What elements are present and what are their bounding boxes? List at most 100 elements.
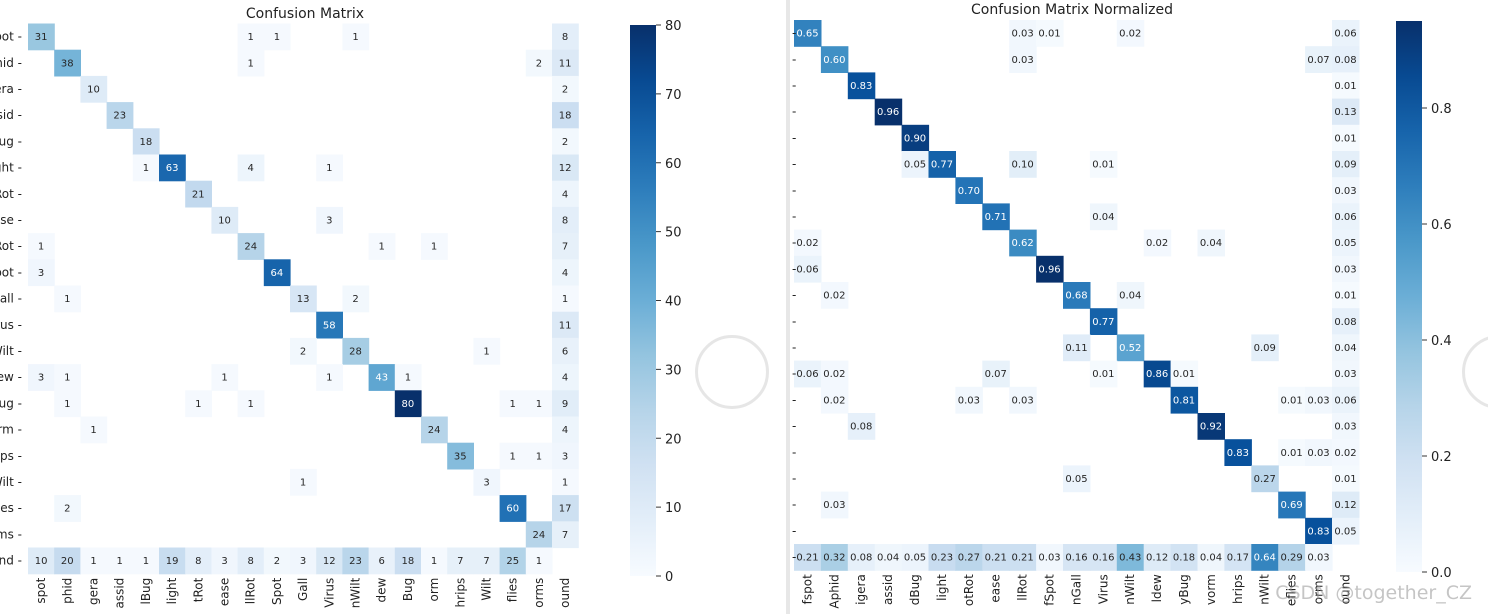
heatmap-cell-rect — [1278, 439, 1306, 466]
heatmap-cell-rect — [552, 154, 579, 182]
heatmap-cell: 0.08 — [1332, 308, 1360, 335]
heatmap-cell: 1 — [237, 390, 265, 418]
heatmap-cell: 0.06 — [1332, 386, 1360, 414]
heatmap-cell-value: 18 — [140, 137, 153, 148]
heatmap-cell: 2 — [263, 547, 291, 575]
heatmap-cell-value: 0.04 — [1092, 212, 1114, 223]
heatmap-cell-rect — [1251, 334, 1279, 362]
heatmap-cell-rect — [552, 364, 579, 391]
heatmap-cell: 0.01 — [1278, 439, 1306, 466]
heatmap-cell: 2 — [525, 49, 553, 77]
heatmap-cell-value: 0.02 — [796, 238, 818, 249]
heatmap-cell-rect — [316, 547, 343, 575]
heatmap-cell-value: 19 — [166, 556, 179, 567]
heatmap-cell-value: 0.03 — [1334, 264, 1356, 275]
heatmap-cell: 0.05 — [1063, 465, 1091, 493]
heatmap-cell-rect — [1332, 282, 1360, 309]
colorbar-tick-label: 80 — [665, 19, 682, 34]
heatmap-cell-value: 0.81 — [1173, 395, 1195, 406]
heatmap-cell-value: 0.01 — [1334, 81, 1356, 92]
heatmap-cell: 0.05 — [1332, 517, 1360, 545]
heatmap-cell-value: 0.10 — [1012, 160, 1034, 171]
heatmap-cell: 25 — [499, 547, 527, 575]
y-tick-label: rms - — [0, 527, 22, 541]
heatmap-cell-rect — [1332, 20, 1360, 47]
heatmap-cell-value: 8 — [195, 556, 201, 567]
heatmap-cell-rect — [1036, 544, 1064, 571]
heatmap-cell-value: 35 — [454, 451, 467, 462]
y-tick-label: pot - — [0, 265, 22, 279]
heatmap-cell-rect — [1332, 439, 1360, 466]
heatmap-cell-rect — [499, 442, 527, 470]
colorbar-tick-label: 0.4 — [1431, 334, 1452, 349]
heatmap-cell-rect — [1063, 334, 1091, 362]
heatmap-cell-value: 0.08 — [1334, 317, 1356, 328]
heatmap-cell-value: 0.03 — [1334, 422, 1356, 433]
heatmap-cell-rect — [525, 521, 553, 549]
heatmap-cell-value: 0.69 — [1281, 500, 1303, 511]
heatmap-cell-rect — [552, 442, 579, 470]
x-tick-label: ease — [218, 578, 232, 606]
y-tick-label: Bug - — [0, 134, 22, 148]
heatmap-cell-rect — [1332, 465, 1360, 493]
heatmap-cell-value: 10 — [218, 216, 231, 227]
heatmap-cell: 0.04 — [1332, 334, 1360, 362]
watermark: CSDN @together_CZ — [1275, 582, 1472, 604]
heatmap-cell-rect — [421, 416, 448, 444]
heatmap-cell: 1 — [525, 390, 553, 418]
heatmap-cell: 1 — [473, 337, 501, 365]
x-tick-label: Gall — [296, 578, 310, 601]
heatmap-cell-value: 0.02 — [1146, 238, 1168, 249]
heatmap-cell-value: 0.27 — [958, 553, 980, 564]
heatmap-cell-rect — [421, 233, 448, 260]
heatmap-cell-rect — [1278, 386, 1306, 414]
y-tick-label: Rot - — [0, 239, 22, 253]
heatmap-cell-rect — [1332, 151, 1360, 178]
y-tick-mark: - — [792, 314, 796, 328]
heatmap-cell: 0.96 — [1036, 255, 1064, 283]
y-tick-label: Bug - — [0, 396, 22, 410]
heatmap-cell-value: 0.04 — [1200, 238, 1222, 249]
heatmap-cell: 0.01 — [1278, 386, 1306, 414]
heatmap-cell-value: 1 — [352, 32, 358, 43]
heatmap-cell-rect — [1036, 255, 1064, 283]
heatmap-cell-rect — [955, 386, 983, 414]
heatmap-cell-value: 18 — [559, 111, 572, 122]
heatmap-cell-rect — [394, 547, 422, 575]
y-tick-label: lies - — [0, 501, 22, 515]
y-tick-mark: - — [792, 393, 796, 407]
colorbar-tick-label: 0.8 — [1431, 102, 1452, 117]
heatmap-cell-rect — [368, 233, 396, 260]
heatmap-cell-rect — [1278, 491, 1306, 519]
heatmap-cell: 0.03 — [1305, 544, 1333, 571]
heatmap-cell-value: 63 — [166, 163, 179, 174]
heatmap-cell: 4 — [552, 416, 579, 444]
x-tick-label: orms — [1312, 574, 1326, 604]
heatmap-cell-rect — [421, 547, 448, 575]
heatmap-cell-rect — [28, 364, 55, 391]
heatmap-cell: 1 — [237, 23, 265, 51]
y-tick-mark: - — [792, 472, 796, 486]
heatmap-cell-rect — [499, 390, 527, 418]
heatmap-cell-rect — [368, 547, 396, 575]
heatmap-cell-rect — [901, 151, 930, 178]
heatmap-cell-rect — [525, 547, 553, 575]
next-slide-icon[interactable] — [695, 335, 769, 409]
heatmap-cell: 1 — [132, 547, 160, 575]
heatmap-cell-rect — [28, 23, 55, 51]
heatmap-cell: 0.02 — [820, 386, 849, 414]
heatmap-cell-value: 43 — [375, 373, 388, 384]
x-tick-label: yBug — [1177, 574, 1191, 605]
heatmap-cell-value: 0.03 — [1038, 553, 1060, 564]
heatmap-cell-value: 0.11 — [1065, 343, 1087, 354]
x-tick-label: Wilt — [480, 577, 494, 600]
heatmap-cell-value: 0.03 — [823, 500, 845, 511]
x-tick-label: Bug — [401, 578, 415, 601]
heatmap-cell-value: 2 — [300, 347, 306, 358]
heatmap-cell: 0.13 — [1332, 98, 1360, 126]
heatmap-cell: 8 — [237, 547, 265, 575]
heatmap-cell-value: 0.12 — [1146, 553, 1168, 564]
heatmap-cell: 0.83 — [1305, 517, 1333, 545]
heatmap-cell: 0.16 — [1063, 544, 1091, 571]
heatmap-cell-rect — [552, 337, 579, 365]
